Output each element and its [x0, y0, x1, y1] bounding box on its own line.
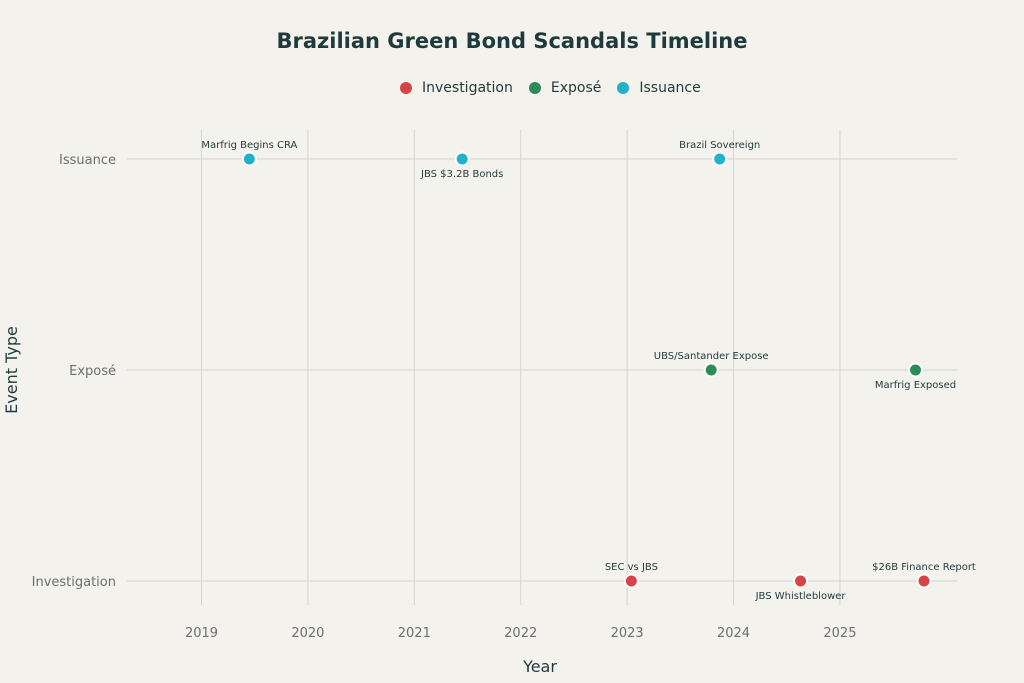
legend-label-expose: Exposé: [550, 80, 602, 96]
legend-item-issuance[interactable]: Issuance: [617, 80, 701, 96]
legend-label-investigation: Investigation: [422, 80, 513, 96]
x-tick-label-2019: 2019: [185, 626, 218, 641]
point-label-marfrig-begins-cra: Marfrig Begins CRA: [201, 140, 297, 151]
point-jbs-whistleblower[interactable]: [793, 573, 809, 589]
chart-title: Brazilian Green Bond Scandals Timeline: [276, 29, 748, 53]
point-sec-vs-jbs[interactable]: [623, 573, 639, 589]
x-tick-label-2025: 2025: [823, 626, 856, 641]
point-jbs-3-2b-bonds[interactable]: [454, 151, 470, 167]
label-layer: SEC vs JBS JBS Whistleblower $26B Finance …: [201, 140, 976, 602]
point-26b-finance-report[interactable]: [916, 573, 932, 589]
x-tick-label-2023: 2023: [611, 626, 644, 641]
legend-marker-investigation: [400, 82, 412, 94]
legend-item-expose[interactable]: Exposé: [528, 80, 602, 96]
point-ubs-santander-expose[interactable]: [703, 362, 719, 378]
x-axis-title: Year: [522, 657, 557, 676]
point-marfrig-exposed[interactable]: [908, 362, 923, 378]
point-label-jbs-3-2b-bonds: JBS $3.2B Bonds: [420, 169, 503, 180]
legend-marker-issuance: [617, 82, 630, 94]
point-label-sec-vs-jbs: SEC vs JBS: [605, 562, 658, 573]
point-label-ubs-santander-expose: UBS/Santander Expose: [654, 351, 769, 362]
legend-item-investigation[interactable]: Investigation: [400, 80, 513, 96]
point-brazil-sovereign[interactable]: [712, 151, 728, 167]
y-axis-title: Event Type: [2, 326, 21, 414]
y-tick-label-issuance: Issuance: [59, 153, 116, 168]
legend: Investigation Exposé Issuance: [400, 78, 717, 98]
x-tick-label-2022: 2022: [504, 626, 537, 641]
legend-marker-expose: [528, 82, 541, 94]
point-label-brazil-sovereign: Brazil Sovereign: [679, 140, 760, 151]
tick-layer: 2019 2020 2021 2022 2023 2024 2025 Investigatio…: [32, 153, 857, 641]
legend-label-issuance: Issuance: [639, 80, 701, 96]
point-layer: [241, 151, 932, 589]
x-tick-label-2024: 2024: [717, 626, 750, 641]
point-marfrig-begins-cra[interactable]: [241, 151, 257, 167]
point-label-jbs-whistleblower: JBS Whistleblower: [755, 591, 847, 602]
x-tick-label-2020: 2020: [291, 626, 324, 641]
y-tick-label-investigation: Investigation: [32, 575, 116, 590]
grid-layer: [127, 130, 957, 605]
point-label-marfrig-exposed: Marfrig Exposed: [875, 380, 956, 391]
point-label-26b-finance-report: $26B Finance Report: [872, 562, 976, 573]
x-tick-label-2021: 2021: [398, 626, 431, 641]
y-tick-label-expose: Exposé: [69, 364, 116, 379]
